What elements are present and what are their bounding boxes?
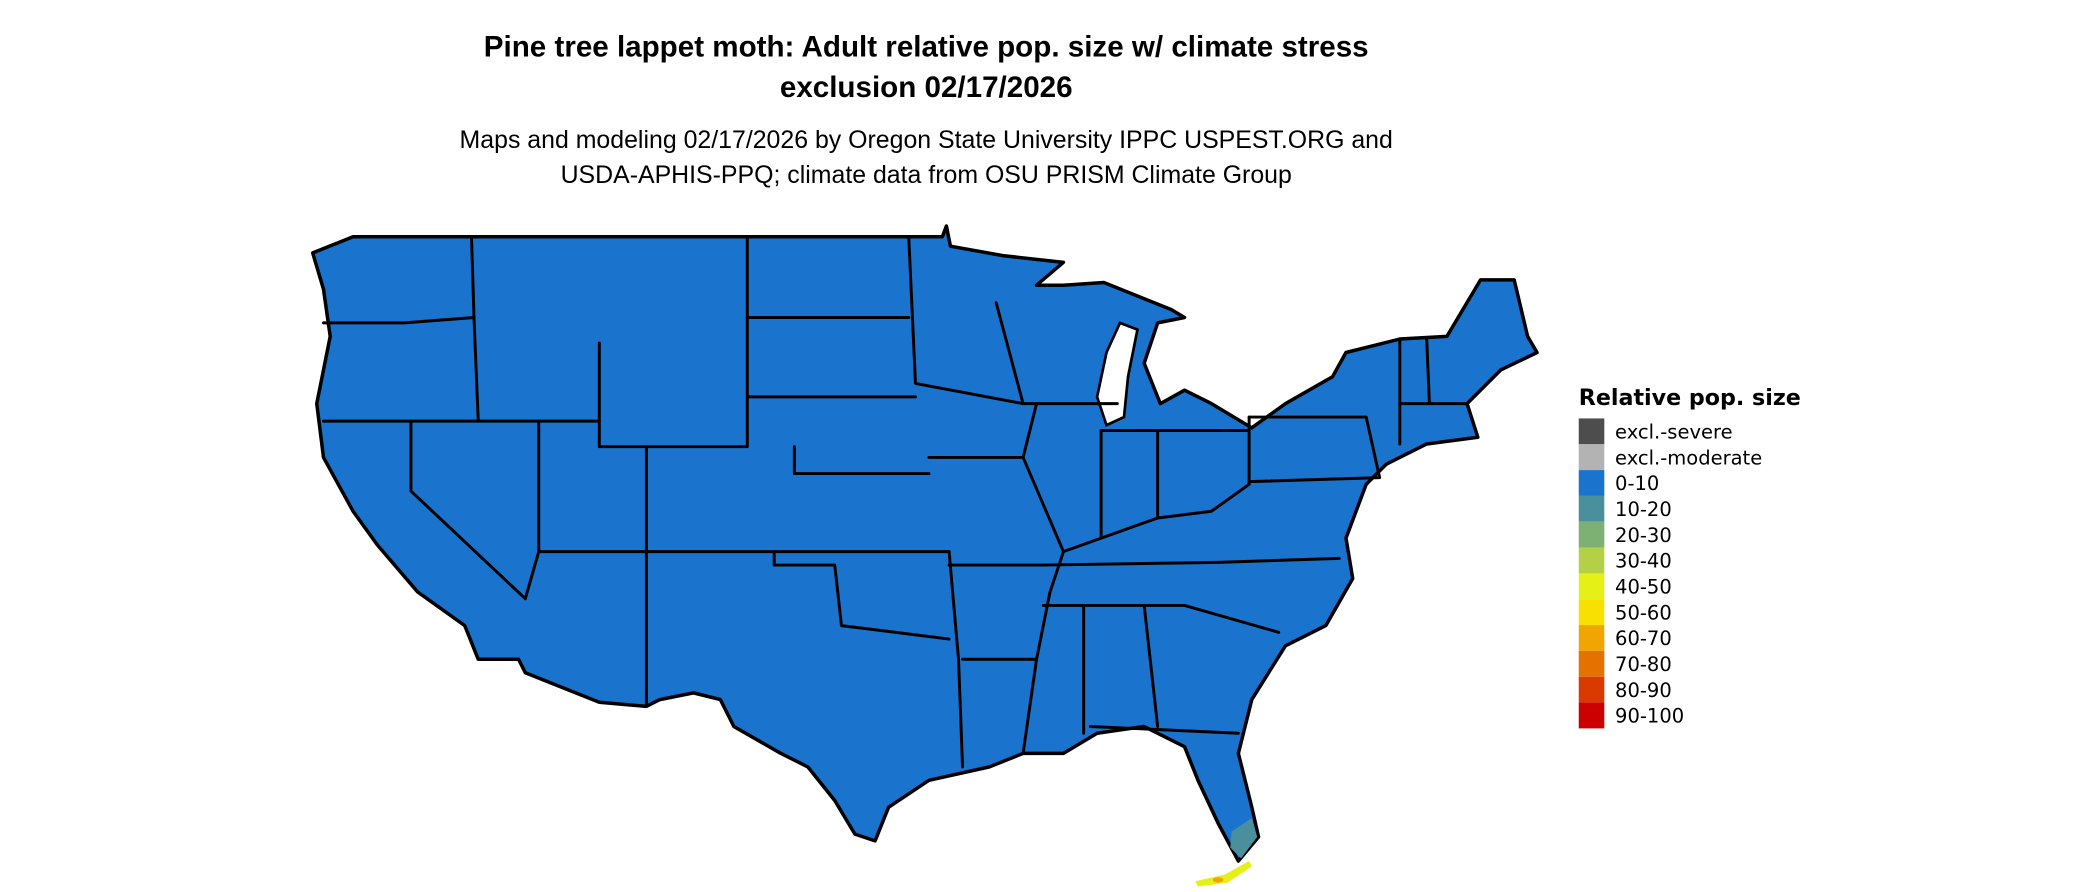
legend-swatch (1578, 599, 1605, 626)
legend-swatch (1578, 702, 1605, 729)
legend-label: 70-80 (1615, 653, 1672, 676)
legend-label: 40-50 (1615, 576, 1672, 599)
legend: Relative pop. size excl.-severeexcl.-mod… (1578, 385, 1801, 729)
map-title-line1: Pine tree lappet moth: Adult relative po… (484, 31, 1369, 64)
map-subtitle-line2: USDA-APHIS-PPQ; climate data from OSU PR… (561, 161, 1292, 189)
legend-swatch (1578, 495, 1605, 522)
lake-michigan (1095, 321, 1139, 427)
us-outline (310, 224, 1539, 863)
florida-keys-60-70 (1212, 877, 1224, 883)
legend-swatch (1578, 625, 1605, 651)
legend-label: 80-90 (1615, 679, 1672, 702)
legend-swatch (1578, 470, 1605, 496)
legend-swatch (1578, 547, 1605, 574)
legend-label: 50-60 (1615, 601, 1672, 624)
legend-label: 20-30 (1615, 524, 1672, 547)
map-subtitle-line1: Maps and modeling 02/17/2026 by Oregon S… (460, 126, 1393, 154)
legend-label: 0-10 (1615, 472, 1659, 495)
legend-label: 10-20 (1615, 498, 1672, 521)
legend-swatch (1578, 521, 1605, 548)
legend-label: excl.-severe (1615, 421, 1733, 444)
legend-label: 30-40 (1615, 550, 1672, 573)
legend-label: 90-100 (1615, 705, 1684, 728)
state-borders (322, 235, 1469, 769)
legend-swatch (1578, 418, 1605, 445)
legend-swatch (1578, 676, 1605, 703)
legend-title: Relative pop. size (1579, 385, 1801, 411)
legend-swatch (1578, 650, 1605, 677)
legend-label: excl.-moderate (1615, 446, 1762, 469)
map-title-line2: exclusion 02/17/2026 (780, 71, 1073, 104)
legend-swatch (1578, 444, 1605, 471)
florida-keys-40-50 (1195, 861, 1252, 887)
us-map (310, 224, 1539, 887)
south-florida-10-20 (1230, 818, 1258, 859)
legend-swatch (1578, 573, 1605, 600)
legend-label: 60-70 (1615, 627, 1672, 650)
